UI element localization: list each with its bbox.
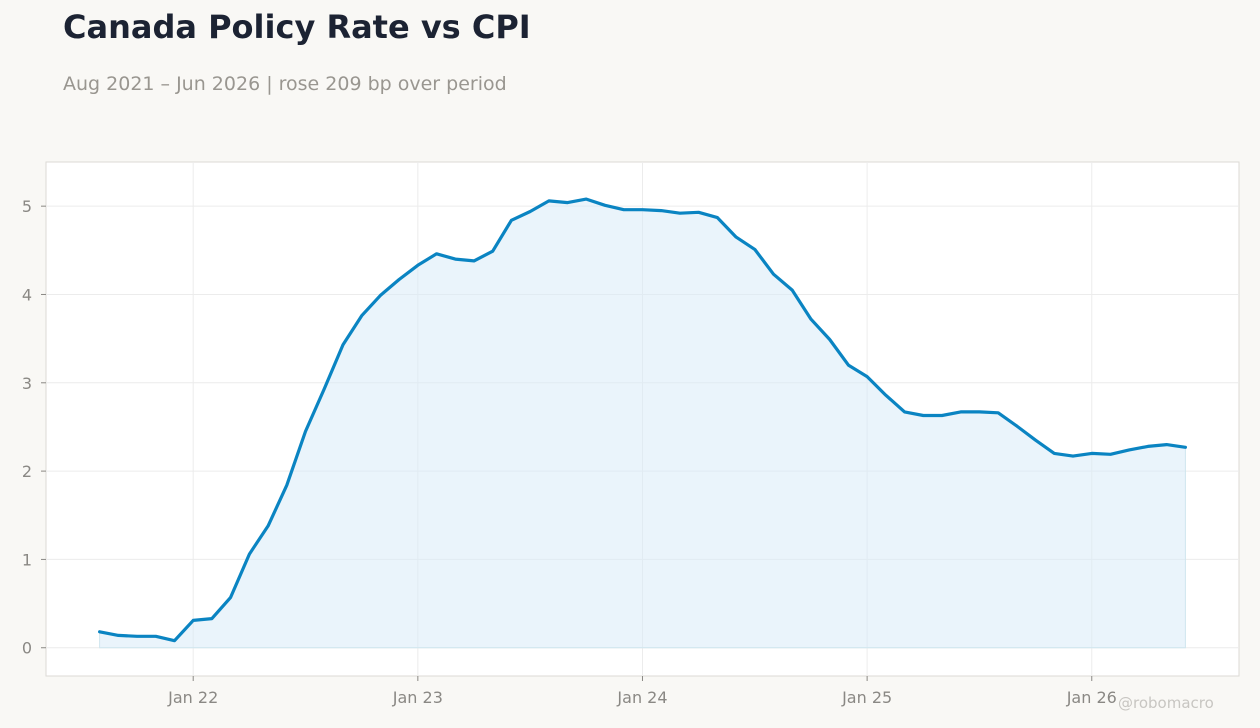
series-line [98, 197, 1187, 643]
chart-subtitle: Aug 2021 – Jun 2026 | rose 209 bp over p… [63, 73, 507, 95]
chart-title: Canada Policy Rate vs CPI [63, 8, 531, 46]
y-tick-label: 3 [22, 374, 32, 393]
y-tick-label: 5 [22, 197, 32, 216]
x-tick-label: Jan 23 [392, 688, 443, 707]
y-axis: 0 1 2 3 4 5 [22, 197, 46, 658]
y-tick-label: 2 [22, 462, 32, 481]
x-tick-label: Jan 25 [841, 688, 892, 707]
y-tick-label: 4 [22, 285, 32, 304]
y-tick-label: 1 [22, 550, 32, 569]
x-tick-label: Jan 24 [616, 688, 667, 707]
y-tick-label: 0 [22, 639, 32, 658]
x-tick-label: Jan 22 [167, 688, 218, 707]
x-axis: Jan 22 Jan 23 Jan 24 Jan 25 Jan 26 [167, 676, 1117, 707]
x-tick-label: Jan 26 [1066, 688, 1117, 707]
watermark-text: @robomacro [1118, 694, 1214, 712]
